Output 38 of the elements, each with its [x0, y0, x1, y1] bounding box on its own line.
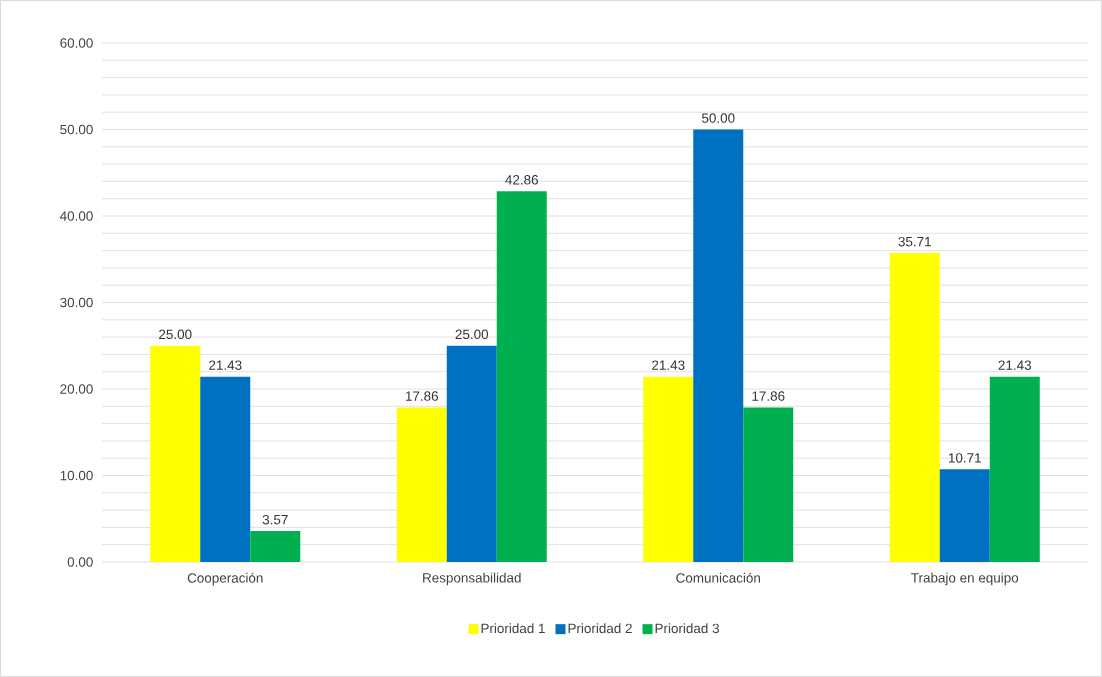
bar — [150, 345, 201, 562]
bar — [250, 531, 301, 562]
y-tick-label: 20.00 — [60, 384, 93, 394]
x-tick-label: Comunicación — [676, 572, 760, 583]
bar — [200, 376, 251, 562]
y-tick-label: 40.00 — [59, 211, 93, 221]
data-label: 17.86 — [752, 391, 785, 401]
data-label: 50.00 — [701, 113, 735, 123]
data-label: 25.00 — [159, 329, 192, 340]
bar — [743, 407, 794, 562]
data-label: 21.43 — [652, 360, 685, 370]
y-tick-label: 60.00 — [60, 38, 93, 48]
legend-label: Prioridad 2 — [568, 623, 632, 634]
bar — [446, 345, 497, 562]
x-tick-label: Cooperación — [187, 572, 263, 586]
legend-label: Prioridad 1 — [481, 623, 545, 634]
x-tick-label: Responsabilidad — [423, 572, 521, 586]
bar — [496, 191, 547, 562]
data-label: 25.00 — [455, 329, 489, 340]
bar — [643, 376, 694, 562]
data-label: 21.43 — [998, 360, 1031, 370]
bar — [396, 407, 447, 562]
data-label: 35.71 — [898, 236, 931, 247]
data-label: 10.71 — [948, 453, 981, 463]
data-label: 3.57 — [262, 514, 288, 525]
y-tick-label: 10.00 — [60, 470, 93, 481]
y-tick-label: 30.00 — [60, 297, 93, 308]
data-label: 42.86 — [505, 175, 538, 185]
data-label: 21.43 — [209, 360, 242, 370]
y-tick-label: 50.00 — [60, 124, 93, 135]
bar — [989, 376, 1040, 562]
bar — [939, 469, 990, 562]
data-label: 17.86 — [405, 391, 438, 401]
bar — [889, 253, 940, 562]
legend-label: Prioridad 3 — [655, 623, 719, 634]
x-tick-label: Trabajo en equipo — [911, 572, 1019, 586]
bar — [693, 129, 744, 562]
y-tick-label: 0.00 — [67, 557, 93, 567]
